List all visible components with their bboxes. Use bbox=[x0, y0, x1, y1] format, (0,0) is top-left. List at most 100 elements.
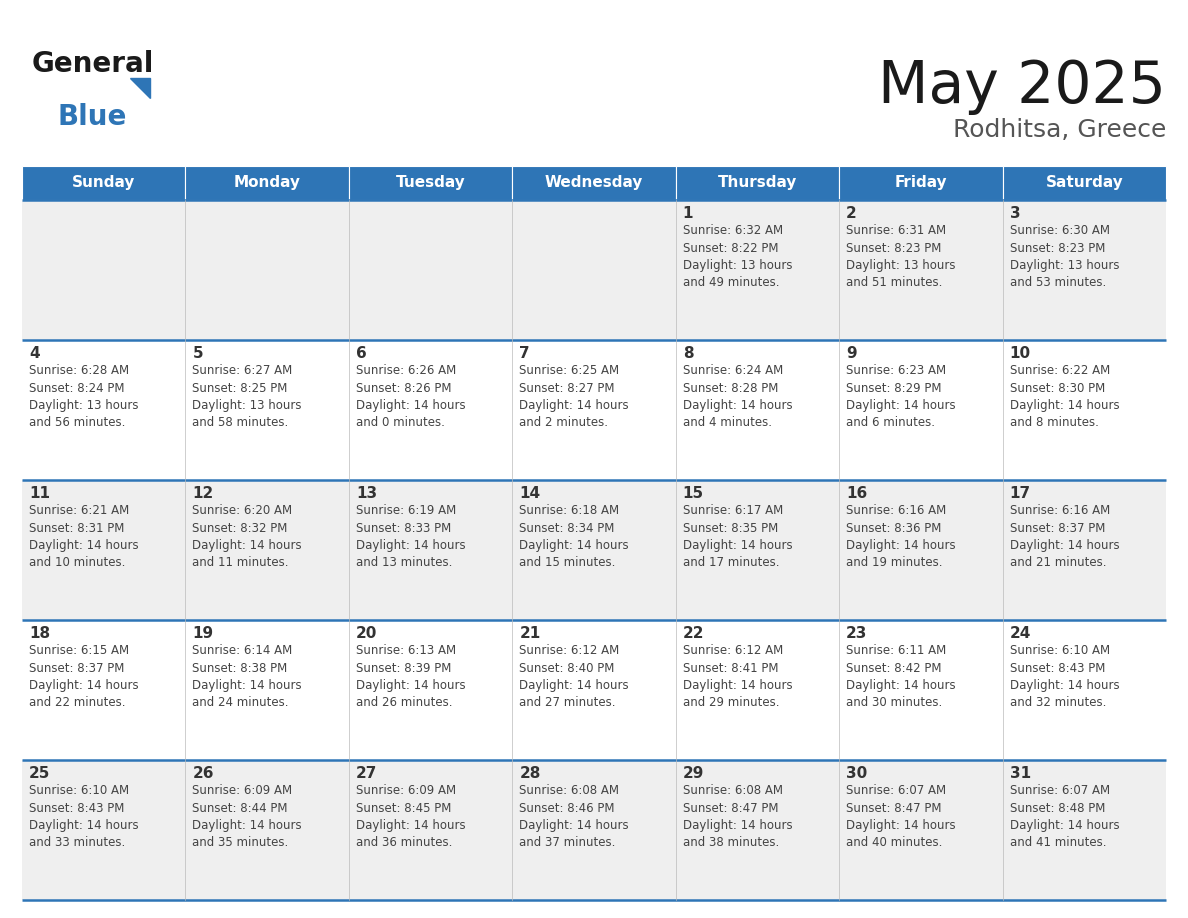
Bar bbox=[512, 340, 676, 480]
Text: 22: 22 bbox=[683, 626, 704, 641]
Text: 25: 25 bbox=[29, 766, 50, 781]
Bar bbox=[839, 200, 1003, 340]
Text: Sunrise: 6:10 AM
Sunset: 8:43 PM
Daylight: 14 hours
and 33 minutes.: Sunrise: 6:10 AM Sunset: 8:43 PM Dayligh… bbox=[29, 784, 139, 849]
Text: Sunrise: 6:09 AM
Sunset: 8:44 PM
Daylight: 14 hours
and 35 minutes.: Sunrise: 6:09 AM Sunset: 8:44 PM Dayligh… bbox=[192, 784, 302, 849]
Text: Saturday: Saturday bbox=[1045, 175, 1123, 191]
Bar bbox=[512, 480, 676, 620]
Text: 27: 27 bbox=[356, 766, 378, 781]
Text: Tuesday: Tuesday bbox=[396, 175, 466, 191]
Bar bbox=[1003, 166, 1165, 200]
Text: Sunrise: 6:24 AM
Sunset: 8:28 PM
Daylight: 14 hours
and 4 minutes.: Sunrise: 6:24 AM Sunset: 8:28 PM Dayligh… bbox=[683, 364, 792, 430]
Text: 30: 30 bbox=[846, 766, 867, 781]
Bar bbox=[839, 480, 1003, 620]
Bar bbox=[23, 340, 185, 480]
Bar bbox=[23, 166, 185, 200]
Text: Sunrise: 6:09 AM
Sunset: 8:45 PM
Daylight: 14 hours
and 36 minutes.: Sunrise: 6:09 AM Sunset: 8:45 PM Dayligh… bbox=[356, 784, 466, 849]
Bar bbox=[349, 340, 512, 480]
Text: 19: 19 bbox=[192, 626, 214, 641]
Text: 8: 8 bbox=[683, 346, 694, 361]
Text: 20: 20 bbox=[356, 626, 378, 641]
Text: May 2025: May 2025 bbox=[878, 58, 1165, 115]
Text: 23: 23 bbox=[846, 626, 867, 641]
Text: Sunrise: 6:20 AM
Sunset: 8:32 PM
Daylight: 14 hours
and 11 minutes.: Sunrise: 6:20 AM Sunset: 8:32 PM Dayligh… bbox=[192, 504, 302, 569]
Text: Sunrise: 6:28 AM
Sunset: 8:24 PM
Daylight: 13 hours
and 56 minutes.: Sunrise: 6:28 AM Sunset: 8:24 PM Dayligh… bbox=[29, 364, 139, 430]
Bar bbox=[839, 166, 1003, 200]
Text: 17: 17 bbox=[1010, 486, 1031, 501]
Bar bbox=[1003, 620, 1165, 760]
Text: Sunrise: 6:10 AM
Sunset: 8:43 PM
Daylight: 14 hours
and 32 minutes.: Sunrise: 6:10 AM Sunset: 8:43 PM Dayligh… bbox=[1010, 644, 1119, 710]
Bar bbox=[23, 480, 185, 620]
Text: Sunrise: 6:26 AM
Sunset: 8:26 PM
Daylight: 14 hours
and 0 minutes.: Sunrise: 6:26 AM Sunset: 8:26 PM Dayligh… bbox=[356, 364, 466, 430]
Bar bbox=[349, 480, 512, 620]
Bar bbox=[185, 200, 349, 340]
Text: Sunrise: 6:23 AM
Sunset: 8:29 PM
Daylight: 14 hours
and 6 minutes.: Sunrise: 6:23 AM Sunset: 8:29 PM Dayligh… bbox=[846, 364, 956, 430]
Bar bbox=[676, 480, 839, 620]
Text: Sunrise: 6:30 AM
Sunset: 8:23 PM
Daylight: 13 hours
and 53 minutes.: Sunrise: 6:30 AM Sunset: 8:23 PM Dayligh… bbox=[1010, 224, 1119, 289]
Text: 13: 13 bbox=[356, 486, 377, 501]
Text: 4: 4 bbox=[29, 346, 39, 361]
Bar bbox=[1003, 760, 1165, 900]
Text: Sunrise: 6:17 AM
Sunset: 8:35 PM
Daylight: 14 hours
and 17 minutes.: Sunrise: 6:17 AM Sunset: 8:35 PM Dayligh… bbox=[683, 504, 792, 569]
Text: Sunrise: 6:31 AM
Sunset: 8:23 PM
Daylight: 13 hours
and 51 minutes.: Sunrise: 6:31 AM Sunset: 8:23 PM Dayligh… bbox=[846, 224, 955, 289]
Text: Blue: Blue bbox=[58, 103, 127, 131]
Text: 18: 18 bbox=[29, 626, 50, 641]
Text: Sunday: Sunday bbox=[72, 175, 135, 191]
Text: 15: 15 bbox=[683, 486, 703, 501]
Bar bbox=[1003, 480, 1165, 620]
Text: 16: 16 bbox=[846, 486, 867, 501]
Text: Sunrise: 6:18 AM
Sunset: 8:34 PM
Daylight: 14 hours
and 15 minutes.: Sunrise: 6:18 AM Sunset: 8:34 PM Dayligh… bbox=[519, 504, 628, 569]
Text: Sunrise: 6:32 AM
Sunset: 8:22 PM
Daylight: 13 hours
and 49 minutes.: Sunrise: 6:32 AM Sunset: 8:22 PM Dayligh… bbox=[683, 224, 792, 289]
Text: 28: 28 bbox=[519, 766, 541, 781]
Text: 5: 5 bbox=[192, 346, 203, 361]
Text: Sunrise: 6:07 AM
Sunset: 8:48 PM
Daylight: 14 hours
and 41 minutes.: Sunrise: 6:07 AM Sunset: 8:48 PM Dayligh… bbox=[1010, 784, 1119, 849]
Bar bbox=[23, 200, 185, 340]
Bar bbox=[839, 760, 1003, 900]
Text: Sunrise: 6:27 AM
Sunset: 8:25 PM
Daylight: 13 hours
and 58 minutes.: Sunrise: 6:27 AM Sunset: 8:25 PM Dayligh… bbox=[192, 364, 302, 430]
Text: Sunrise: 6:13 AM
Sunset: 8:39 PM
Daylight: 14 hours
and 26 minutes.: Sunrise: 6:13 AM Sunset: 8:39 PM Dayligh… bbox=[356, 644, 466, 710]
Bar bbox=[676, 340, 839, 480]
Text: General: General bbox=[32, 50, 154, 78]
Bar bbox=[676, 166, 839, 200]
Text: Monday: Monday bbox=[234, 175, 301, 191]
Polygon shape bbox=[129, 78, 150, 98]
Text: 9: 9 bbox=[846, 346, 857, 361]
Text: 2: 2 bbox=[846, 206, 857, 221]
Bar bbox=[512, 200, 676, 340]
Text: Friday: Friday bbox=[895, 175, 947, 191]
Bar bbox=[185, 340, 349, 480]
Text: 31: 31 bbox=[1010, 766, 1031, 781]
Text: 11: 11 bbox=[29, 486, 50, 501]
Text: Wednesday: Wednesday bbox=[545, 175, 643, 191]
Bar bbox=[23, 620, 185, 760]
Text: Sunrise: 6:14 AM
Sunset: 8:38 PM
Daylight: 14 hours
and 24 minutes.: Sunrise: 6:14 AM Sunset: 8:38 PM Dayligh… bbox=[192, 644, 302, 710]
Bar bbox=[676, 760, 839, 900]
Text: 26: 26 bbox=[192, 766, 214, 781]
Text: Sunrise: 6:22 AM
Sunset: 8:30 PM
Daylight: 14 hours
and 8 minutes.: Sunrise: 6:22 AM Sunset: 8:30 PM Dayligh… bbox=[1010, 364, 1119, 430]
Bar bbox=[349, 620, 512, 760]
Text: Sunrise: 6:11 AM
Sunset: 8:42 PM
Daylight: 14 hours
and 30 minutes.: Sunrise: 6:11 AM Sunset: 8:42 PM Dayligh… bbox=[846, 644, 956, 710]
Text: Sunrise: 6:21 AM
Sunset: 8:31 PM
Daylight: 14 hours
and 10 minutes.: Sunrise: 6:21 AM Sunset: 8:31 PM Dayligh… bbox=[29, 504, 139, 569]
Bar bbox=[839, 340, 1003, 480]
Text: 1: 1 bbox=[683, 206, 694, 221]
Text: 3: 3 bbox=[1010, 206, 1020, 221]
Text: Sunrise: 6:12 AM
Sunset: 8:41 PM
Daylight: 14 hours
and 29 minutes.: Sunrise: 6:12 AM Sunset: 8:41 PM Dayligh… bbox=[683, 644, 792, 710]
Text: 12: 12 bbox=[192, 486, 214, 501]
Bar bbox=[1003, 340, 1165, 480]
Text: Sunrise: 6:16 AM
Sunset: 8:37 PM
Daylight: 14 hours
and 21 minutes.: Sunrise: 6:16 AM Sunset: 8:37 PM Dayligh… bbox=[1010, 504, 1119, 569]
Text: 24: 24 bbox=[1010, 626, 1031, 641]
Bar bbox=[349, 200, 512, 340]
Text: 14: 14 bbox=[519, 486, 541, 501]
Bar bbox=[185, 166, 349, 200]
Text: Sunrise: 6:16 AM
Sunset: 8:36 PM
Daylight: 14 hours
and 19 minutes.: Sunrise: 6:16 AM Sunset: 8:36 PM Dayligh… bbox=[846, 504, 956, 569]
Text: 29: 29 bbox=[683, 766, 704, 781]
Bar bbox=[185, 760, 349, 900]
Bar bbox=[185, 480, 349, 620]
Text: Sunrise: 6:12 AM
Sunset: 8:40 PM
Daylight: 14 hours
and 27 minutes.: Sunrise: 6:12 AM Sunset: 8:40 PM Dayligh… bbox=[519, 644, 628, 710]
Bar bbox=[676, 200, 839, 340]
Bar bbox=[512, 620, 676, 760]
Bar bbox=[185, 620, 349, 760]
Text: Sunrise: 6:25 AM
Sunset: 8:27 PM
Daylight: 14 hours
and 2 minutes.: Sunrise: 6:25 AM Sunset: 8:27 PM Dayligh… bbox=[519, 364, 628, 430]
Bar bbox=[1003, 200, 1165, 340]
Text: Sunrise: 6:08 AM
Sunset: 8:46 PM
Daylight: 14 hours
and 37 minutes.: Sunrise: 6:08 AM Sunset: 8:46 PM Dayligh… bbox=[519, 784, 628, 849]
Bar bbox=[349, 760, 512, 900]
